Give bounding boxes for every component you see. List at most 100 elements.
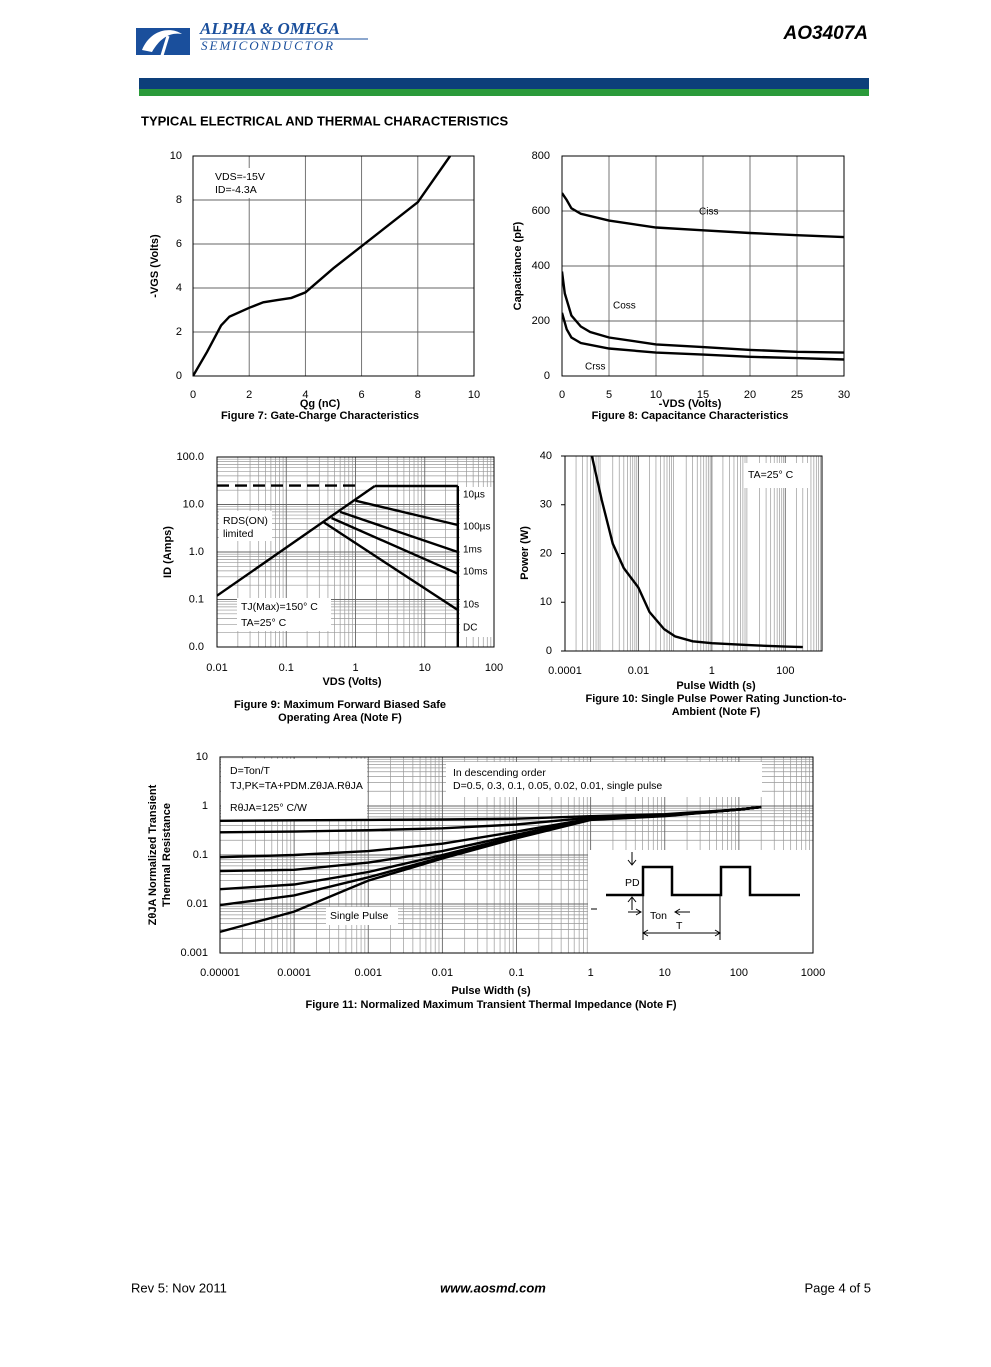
y-tick-label: 2 xyxy=(176,326,182,338)
annotation: limited xyxy=(223,528,254,540)
y-tick-label: 10 xyxy=(196,751,208,763)
x-tick-label: 1 xyxy=(352,662,358,674)
annotation: VDS=-15V xyxy=(215,171,265,183)
series-label: 1ms xyxy=(463,545,482,556)
x-tick-label: 0.0001 xyxy=(277,967,311,979)
x-tick-label: 20 xyxy=(744,389,756,401)
annotation: PD xyxy=(625,877,640,889)
series-line xyxy=(562,312,844,361)
x-tick-label: 10 xyxy=(468,389,480,401)
x-tick-label: 10 xyxy=(419,662,431,674)
y-tick-label: 20 xyxy=(540,547,552,559)
series-label: 10ms xyxy=(463,567,487,578)
y-tick-label: 10.0 xyxy=(183,498,204,510)
x-tick-label: 8 xyxy=(415,389,421,401)
x-tick-label: 0.001 xyxy=(354,967,382,979)
y-tick-label: 0.1 xyxy=(189,593,204,605)
series-line xyxy=(590,456,803,649)
y-axis-label: ZθJA Normalized Transient xyxy=(147,784,159,925)
y-axis-label: Capacitance (pF) xyxy=(512,221,524,310)
annotation: Ton xyxy=(650,910,667,922)
x-tick-label: 100 xyxy=(730,967,748,979)
series-line xyxy=(331,516,459,575)
x-axis-label: Pulse Width (s) xyxy=(676,680,756,692)
series-label: 10s xyxy=(463,600,479,611)
plot-border xyxy=(219,756,814,954)
logo xyxy=(136,28,190,63)
x-axis-label: Qg (nC) xyxy=(300,398,341,410)
series-line xyxy=(220,805,762,934)
y-tick-label: 10 xyxy=(170,150,182,162)
y-tick-label: 1 xyxy=(202,800,208,812)
series-label: Ciss xyxy=(699,207,718,218)
x-tick-label: 15 xyxy=(697,389,709,401)
x-axis-label: Pulse Width (s) xyxy=(451,985,531,997)
label-box xyxy=(326,907,398,925)
plot-border xyxy=(216,456,495,648)
figure-caption: Ambient (Note F) xyxy=(672,706,761,718)
logo-text: ALPHA & OMEGA xyxy=(199,19,340,38)
dimension-arrows xyxy=(591,852,721,940)
pulse-diagram xyxy=(591,852,800,940)
figure-caption: Figure 8: Capacitance Characteristics xyxy=(592,410,789,422)
part-number: AO3407A xyxy=(783,23,869,44)
footer-page: Page 4 of 5 xyxy=(805,1280,872,1295)
chart: 0 5 10 15 20 25 30 0 200 400 600 800 Ciss Coss Crss -VD… xyxy=(512,150,850,422)
x-tick-label: 0.01 xyxy=(206,662,227,674)
y-tick-label: 6 xyxy=(176,238,182,250)
chart: 0.01 0.1 1 10 100 0.0 0.1 1.0 10.0 100.0 10µs 100µs… xyxy=(162,451,503,724)
section-title: TYPICAL ELECTRICAL AND THERMAL CHARACTER… xyxy=(141,113,508,128)
y-axis-label: Thermal Resistance xyxy=(161,803,173,907)
y-tick-label: 0 xyxy=(546,645,552,657)
annotation: ID=-4.3A xyxy=(215,184,257,196)
series-label: Coss xyxy=(613,301,636,312)
annotation: TJ(Max)=150° C xyxy=(241,601,318,613)
plot-border xyxy=(192,155,475,377)
annotation: In descending order xyxy=(453,767,546,779)
label-box xyxy=(588,850,813,953)
label-box xyxy=(446,762,762,797)
x-tick-label: 0 xyxy=(559,389,565,401)
series-line xyxy=(562,192,844,239)
chart: 0.0001 0.01 1 100 0 10 20 30 40 TA=25° C Pulse Wid… xyxy=(519,450,847,718)
x-tick-label: 1 xyxy=(588,967,594,979)
y-tick-label: 0.01 xyxy=(187,898,208,910)
footer-website: www.aosmd.com xyxy=(440,1280,546,1295)
plot-border xyxy=(564,455,823,652)
annotation: TJ,PK=TA+PDM.ZθJA.RθJA xyxy=(230,780,363,792)
x-tick-label: 10 xyxy=(659,967,671,979)
x-tick-label: 1000 xyxy=(801,967,825,979)
series-label: 100µs xyxy=(463,522,490,533)
y-tick-label: 100.0 xyxy=(176,451,204,463)
y-axis-label: ID (Amps) xyxy=(162,526,174,578)
series-label: DC xyxy=(463,623,477,634)
x-tick-label: 100 xyxy=(776,665,794,677)
header-bar xyxy=(139,78,869,89)
y-tick-label: 600 xyxy=(532,205,550,217)
label-box xyxy=(212,168,285,198)
x-tick-label: 0.0001 xyxy=(548,665,582,677)
y-tick-label: 8 xyxy=(176,194,182,206)
y-axis-label: -VGS (Volts) xyxy=(149,234,161,298)
annotation: D=Ton/T xyxy=(230,765,271,777)
series-label: 10µs xyxy=(463,490,485,501)
figure-caption: Figure 11: Normalized Maximum Transient … xyxy=(305,999,676,1011)
y-tick-label: 10 xyxy=(540,596,552,608)
y-tick-label: 30 xyxy=(540,499,552,511)
y-tick-label: 0 xyxy=(176,370,182,382)
pulse-waveform xyxy=(606,865,800,897)
x-tick-label: 25 xyxy=(791,389,803,401)
y-tick-label: 0.001 xyxy=(180,947,208,959)
plot-area xyxy=(565,456,822,651)
series-line xyxy=(562,271,844,354)
y-tick-label: 40 xyxy=(540,450,552,462)
series-line xyxy=(193,156,452,376)
annotation: TA=25° C xyxy=(748,469,794,481)
x-tick-label: 10 xyxy=(650,389,662,401)
annotation: RθJA=125° C/W xyxy=(230,802,307,814)
figure-caption: Figure 10: Single Pulse Power Rating Jun… xyxy=(586,693,847,705)
x-tick-label: 30 xyxy=(838,389,850,401)
y-tick-label: 200 xyxy=(532,315,550,327)
